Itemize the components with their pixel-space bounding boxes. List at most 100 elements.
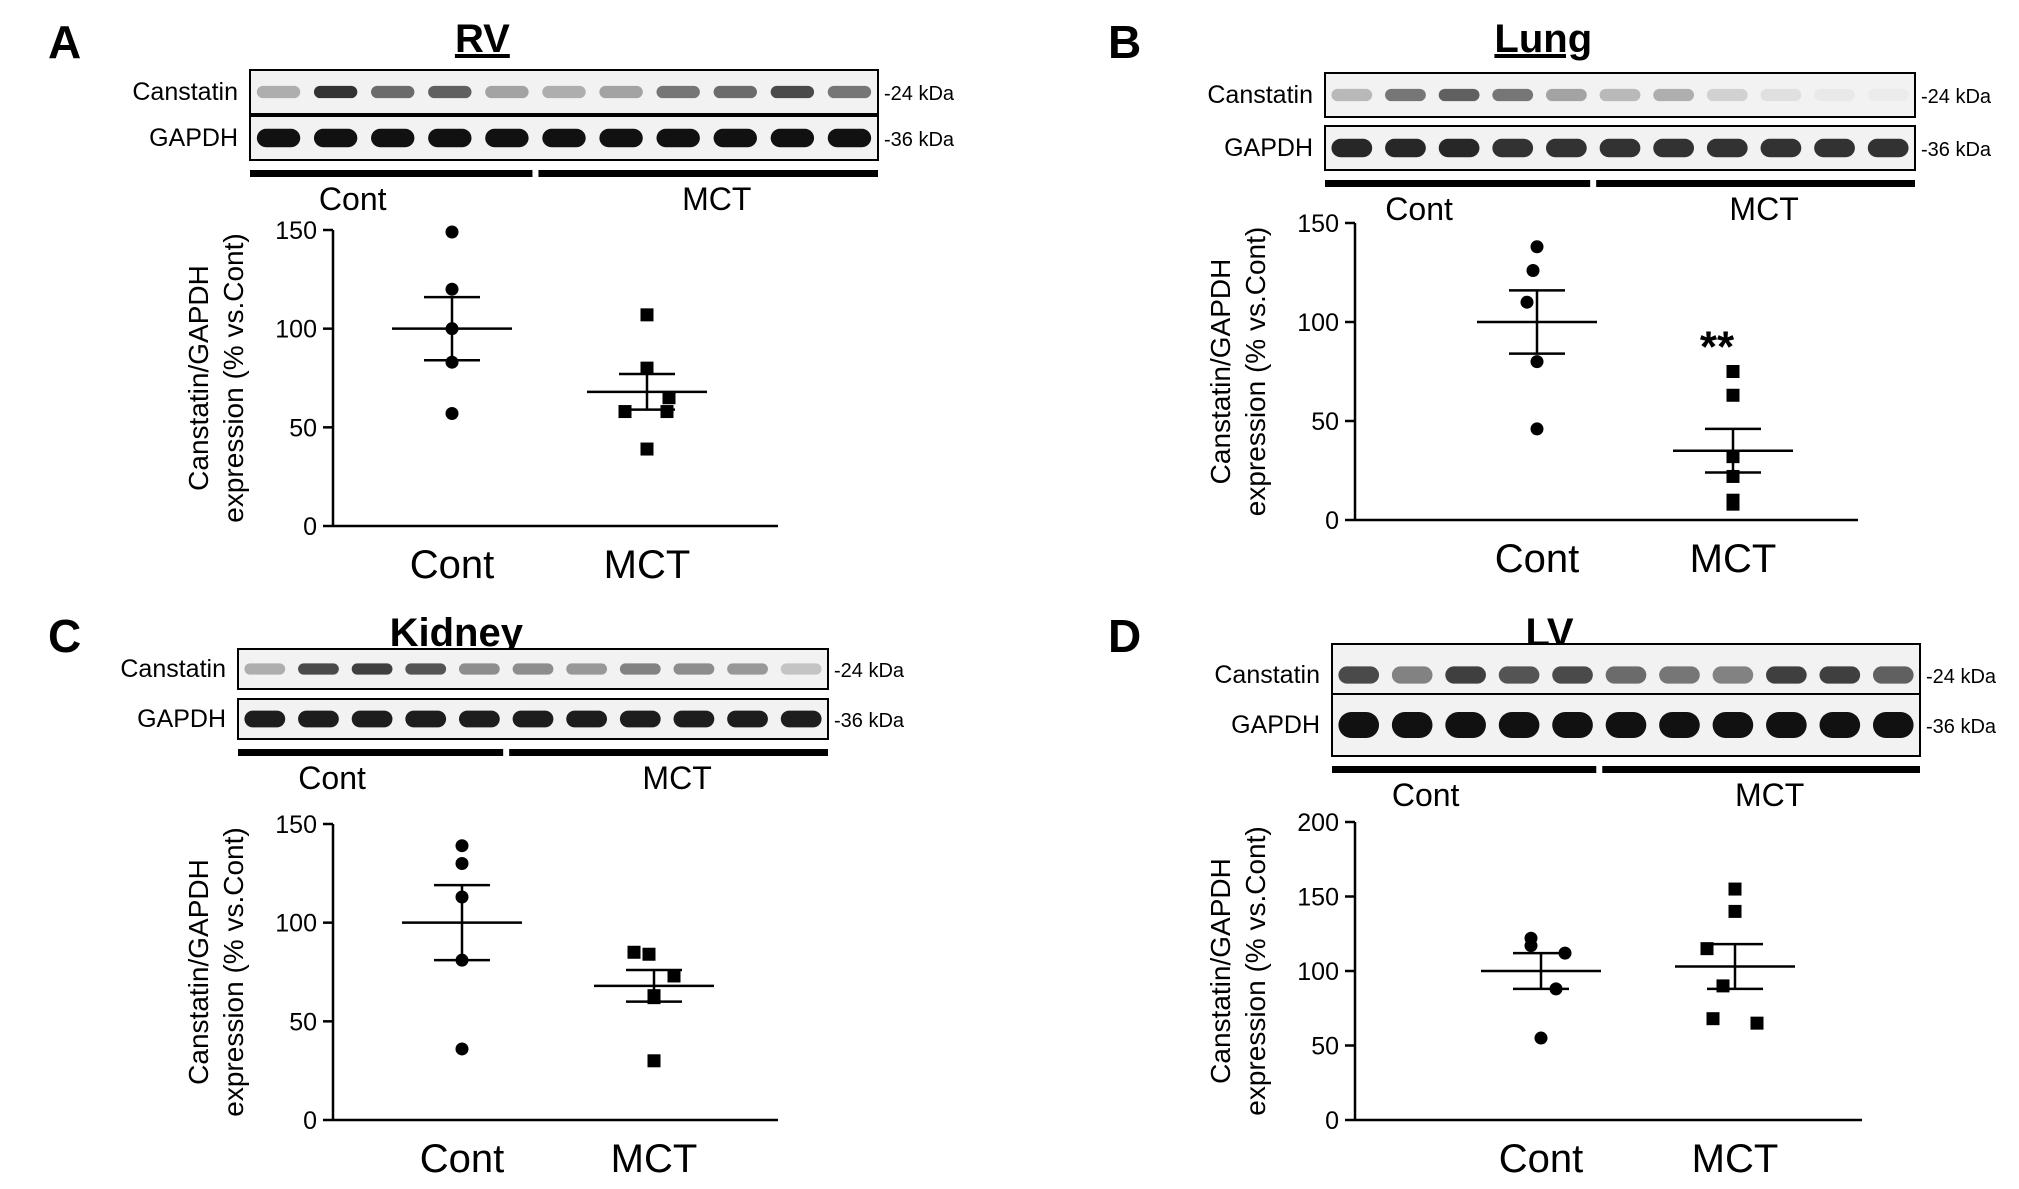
blot-band xyxy=(1814,88,1855,102)
blot-group-bar xyxy=(250,170,533,177)
data-point-square xyxy=(660,405,674,419)
data-point-square xyxy=(1726,497,1740,511)
blot-band xyxy=(1653,138,1695,158)
blot-group-bar xyxy=(1596,180,1915,187)
blot-group-label: Cont xyxy=(1385,191,1453,227)
panel-title: RV xyxy=(455,17,510,61)
data-point-square xyxy=(1750,1016,1764,1030)
y-axis-label: Canstatin/GAPDH xyxy=(1205,858,1236,1084)
blot-band xyxy=(256,128,301,148)
blot-group-label: MCT xyxy=(642,760,711,796)
data-point-square xyxy=(667,969,681,983)
panel-c: C Kidney Canstatin -24 kDa GAPDH -36 kDa Cont M… xyxy=(0,594,1000,1188)
blot-band xyxy=(780,710,822,728)
y-axis-label: expression (% vs.Cont) xyxy=(1240,826,1271,1115)
blot-band xyxy=(298,663,339,675)
blot-group-bar xyxy=(509,749,828,756)
blot-row-label: GAPDH xyxy=(1224,134,1313,162)
blot-band xyxy=(1498,666,1540,684)
blot-group-bar xyxy=(238,749,504,756)
panel-letter: C xyxy=(48,610,81,662)
y-tick-label: 200 xyxy=(1297,809,1339,837)
data-point-circle xyxy=(1549,982,1563,996)
blot-band xyxy=(313,128,358,148)
blot-band xyxy=(1599,88,1641,102)
data-point-circle xyxy=(455,890,469,904)
y-tick-label: 100 xyxy=(275,316,317,344)
blot-band xyxy=(351,663,393,675)
y-tick-label: 0 xyxy=(303,513,317,541)
data-point-square xyxy=(662,391,676,405)
panel-a: A RV Canstatin -24 kDa GAPDH -36 kDa Cont MCT 0 5… xyxy=(0,0,1000,594)
data-point-circle xyxy=(1558,946,1572,960)
blot-band xyxy=(485,85,529,99)
data-point-square xyxy=(640,308,654,322)
blot-band xyxy=(1445,711,1486,739)
blot-row-label: GAPDH xyxy=(149,124,238,152)
blot-band xyxy=(1391,711,1433,739)
data-point-square xyxy=(1706,1012,1720,1026)
blot-kda-label: -24 kDa xyxy=(834,660,905,682)
blot-kda-label: -36 kDa xyxy=(884,129,955,151)
blot-kda-label: -36 kDa xyxy=(834,710,905,732)
y-tick-label: 0 xyxy=(1325,507,1339,535)
blot-band xyxy=(1659,711,1700,739)
blot-band xyxy=(512,710,554,728)
blot-band xyxy=(770,128,815,148)
blot-group-bar xyxy=(538,170,878,177)
blot-band xyxy=(566,663,608,675)
data-point-circle xyxy=(1524,939,1538,953)
x-tick-label: MCT xyxy=(1692,1137,1779,1181)
y-axis-label: Canstatin/GAPDH xyxy=(183,265,214,491)
blot-band xyxy=(1867,138,1909,158)
blot-band xyxy=(542,128,586,148)
y-axis-label: expression (% vs.Cont) xyxy=(1240,227,1271,516)
blot-band xyxy=(1706,88,1748,102)
y-tick-label: 150 xyxy=(275,811,317,839)
blot-band xyxy=(619,663,661,675)
data-point-circle xyxy=(445,225,459,239)
blot-band xyxy=(1492,138,1534,158)
blot-band xyxy=(1331,88,1373,102)
blot-group-label: MCT xyxy=(1729,191,1798,227)
blot-group-label: MCT xyxy=(682,181,751,217)
blot-band xyxy=(1338,711,1380,739)
panel-title: Kidney xyxy=(390,611,524,655)
data-point-circle xyxy=(455,839,469,853)
blot-group-bar xyxy=(1325,180,1591,187)
blot-band xyxy=(1653,88,1695,102)
y-tick-label: 100 xyxy=(1297,958,1339,986)
blot-band xyxy=(1605,666,1647,684)
blot-band xyxy=(566,710,608,728)
y-tick-label: 0 xyxy=(1325,1107,1339,1135)
data-point-square xyxy=(618,405,632,419)
data-point-circle xyxy=(445,282,459,296)
blot-band xyxy=(458,663,500,675)
blot-band xyxy=(512,663,554,675)
y-tick-label: 150 xyxy=(1297,210,1339,238)
blot-band xyxy=(673,663,715,675)
panel-b: B Lung Canstatin -24 kDa GAPDH -36 kDa Cont MCT… xyxy=(1000,0,2000,594)
x-tick-label: MCT xyxy=(611,1137,698,1181)
blot-kda-label: -36 kDa xyxy=(1926,716,1997,738)
blot-band xyxy=(1438,138,1480,158)
data-point-square xyxy=(1700,942,1714,956)
blot-band xyxy=(1706,138,1748,158)
blot-band xyxy=(256,85,301,99)
data-point-circle xyxy=(455,1042,469,1056)
blot-group-label: Cont xyxy=(1392,777,1460,813)
y-tick-label: 100 xyxy=(275,910,317,938)
panel-d: D LV Canstatin -24 kDa GAPDH -36 kDa Cont MCT 0 5… xyxy=(1000,594,2000,1188)
blot-group-label: Cont xyxy=(319,181,387,217)
blot-row-label: Canstatin xyxy=(120,655,226,683)
y-tick-label: 100 xyxy=(1297,309,1339,337)
blot-group-label: MCT xyxy=(1735,777,1804,813)
panel-letter: A xyxy=(48,16,81,68)
data-point-square xyxy=(1726,450,1740,464)
x-tick-label: MCT xyxy=(604,543,691,587)
blot-band xyxy=(298,710,339,728)
data-point-circle xyxy=(1526,264,1540,278)
blot-band xyxy=(1868,89,1909,101)
data-point-square xyxy=(1716,979,1730,993)
blot-band xyxy=(542,85,586,99)
